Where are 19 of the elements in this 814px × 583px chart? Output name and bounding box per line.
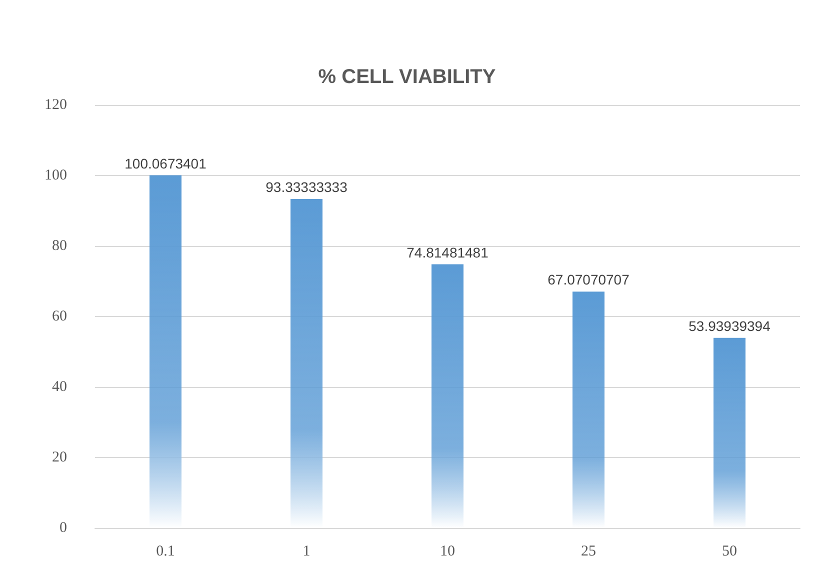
x-tick-label: 10 [440, 544, 455, 560]
chart-title: % CELL VIABILITY [318, 66, 496, 88]
y-tick-label: 20 [52, 450, 67, 466]
data-label: 100.0673401 [124, 155, 207, 172]
y-tick-label: 100 [44, 168, 67, 184]
y-tick-label: 0 [60, 520, 67, 536]
y-tick-label: 80 [52, 238, 67, 254]
x-tick-label: 25 [581, 544, 596, 560]
data-label: 93.33333333 [266, 179, 348, 195]
data-label: 74.81481481 [406, 244, 489, 260]
x-tick-label: 1 [302, 544, 310, 560]
x-tick-label: 0.1 [156, 544, 175, 560]
data-label: 67.07070707 [548, 272, 630, 288]
y-tick-label: 40 [52, 379, 67, 395]
data-label: 53.93939394 [688, 318, 771, 334]
y-tick-label: 60 [52, 308, 67, 324]
y-tick-label: 120 [44, 97, 67, 113]
bar [714, 338, 746, 528]
x-tick-label: 50 [722, 544, 737, 560]
